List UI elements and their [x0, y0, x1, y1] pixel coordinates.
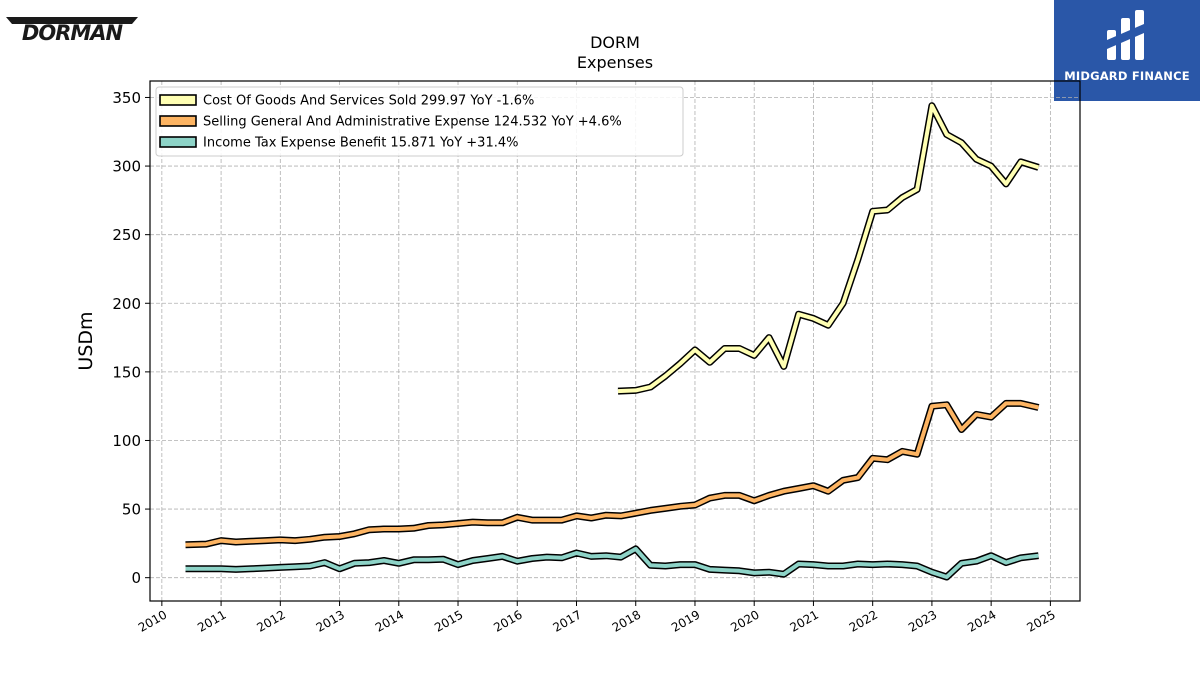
x-tick-label: 2010 [136, 607, 169, 634]
y-tick-label: 350 [112, 89, 141, 107]
legend-entry: Selling General And Administrative Expen… [203, 115, 622, 130]
chart-title: DORM [590, 33, 640, 52]
x-tick-label: 2024 [965, 607, 998, 634]
x-tick-label: 2023 [906, 607, 939, 634]
y-tick-label: 150 [112, 363, 141, 381]
y-tick-label: 200 [112, 295, 141, 313]
series-line-0 [617, 103, 1040, 394]
x-tick-label: 2014 [373, 607, 406, 634]
dorman-logo-graphic: DORMAN [6, 17, 138, 45]
x-axis-ticks: 2010 2011 2012 2013 2014 2015 2016 2017 2018 2019… [136, 601, 1058, 635]
x-tick-label: 2020 [728, 607, 761, 634]
series-line-outline [185, 399, 1040, 549]
x-tick-label: 2012 [254, 607, 287, 634]
midgard-mark-icon [1107, 10, 1144, 60]
legend-box [155, 86, 684, 157]
x-tick-label: 2011 [195, 607, 228, 634]
x-tick-label: 2021 [787, 607, 820, 634]
chart-subtitle: Expenses [577, 53, 653, 72]
legend-entry: Cost Of Goods And Services Sold 299.97 Y… [203, 94, 534, 109]
y-tick-label: 250 [112, 226, 141, 244]
midgard-logo-text: MIDGARD FINANCE [1064, 69, 1190, 83]
y-axis-ticks: 0 50 100 150 200 250 300 350 [112, 89, 150, 587]
x-tick-label: 2019 [669, 607, 702, 634]
dorman-logo-text: DORMAN [22, 21, 124, 44]
x-tick-label: 2017 [551, 607, 584, 634]
legend: Cost Of Goods And Services Sold 299.97 Y… [155, 86, 684, 157]
x-tick-label: 2022 [847, 607, 880, 634]
series-line-outline [185, 545, 1039, 581]
y-tick-label: 300 [112, 158, 141, 176]
y-tick-label: 50 [122, 501, 141, 519]
y-axis-label: USDm [75, 311, 97, 370]
series-line-2 [185, 546, 1039, 579]
dorman-logo: DORMAN [4, 14, 140, 45]
grid-lines [150, 81, 1080, 601]
x-tick-label: 2018 [610, 607, 643, 634]
legend-swatch [159, 94, 197, 106]
x-tick-label: 2013 [314, 607, 347, 634]
series-line-1 [185, 401, 1039, 547]
legend-swatch [159, 115, 197, 127]
plot-frame [149, 80, 1081, 602]
series-lines [185, 102, 1040, 581]
y-tick-label: 100 [112, 432, 141, 450]
y-tick-label: 0 [131, 569, 141, 587]
legend-entry: Income Tax Expense Benefit 15.871 YoY +3… [203, 136, 518, 151]
midgard-finance-logo: MIDGARD FINANCE [1054, 0, 1200, 101]
x-tick-label: 2025 [1024, 607, 1057, 634]
x-tick-label: 2015 [432, 607, 465, 634]
legend-swatch [159, 136, 197, 148]
x-tick-label: 2016 [491, 607, 524, 634]
